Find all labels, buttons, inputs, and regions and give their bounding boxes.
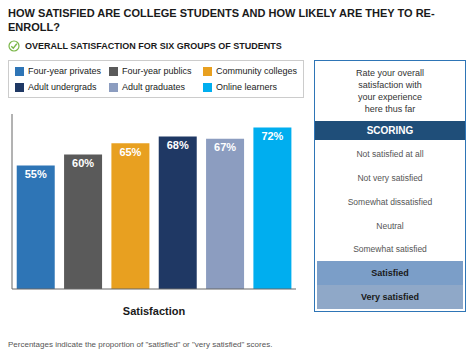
html-text:OVERALL SATISFACTION FOR SIX G: OVERALL SATISFACTION FOR SIX GROUPS OF S… xyxy=(25,41,282,51)
html-text:Four-year privates: Four-year privates xyxy=(28,66,101,76)
html-text:SCORING: SCORING xyxy=(366,125,414,136)
svg-text:Satisfaction: Satisfaction xyxy=(123,305,186,317)
svg-text:65%: 65% xyxy=(119,146,141,158)
html-text:Four-year publics: Four-year publics xyxy=(122,66,192,76)
html-text:HOW SATISFIED ARE COLLEGE STUD: HOW SATISFIED ARE COLLEGE STUDENTS AND H… xyxy=(8,7,435,33)
html-text:Neutral: Neutral xyxy=(376,220,404,231)
svg-text:55%: 55% xyxy=(25,168,47,180)
html-text:Rate your overall satisfaction: Rate your overall satisfaction with your… xyxy=(356,68,424,114)
svg-text:67%: 67% xyxy=(214,141,236,153)
html-text:Somewhat satisfied: Somewhat satisfied xyxy=(353,244,427,255)
html-text:Satisfied: Satisfied xyxy=(371,268,409,279)
html-text:Not satisfied at all: Not satisfied at all xyxy=(356,148,424,159)
html-text:Not very satisfied: Not very satisfied xyxy=(357,172,423,183)
svg-text:60%: 60% xyxy=(72,157,94,169)
html-text:Community colleges: Community colleges xyxy=(216,66,297,76)
html-text:Adult undergrads: Adult undergrads xyxy=(28,82,97,92)
svg-text:72%: 72% xyxy=(261,130,283,142)
svg-text:68%: 68% xyxy=(167,139,189,151)
html-text:Percentages indicate the propo: Percentages indicate the proportion of "… xyxy=(8,340,273,349)
html-text:Somewhat dissatisfied: Somewhat dissatisfied xyxy=(347,196,433,207)
html-text:Online learners: Online learners xyxy=(216,82,277,92)
html-text:Adult graduates: Adult graduates xyxy=(122,82,185,92)
html-text:Very satisfied: Very satisfied xyxy=(361,292,419,303)
